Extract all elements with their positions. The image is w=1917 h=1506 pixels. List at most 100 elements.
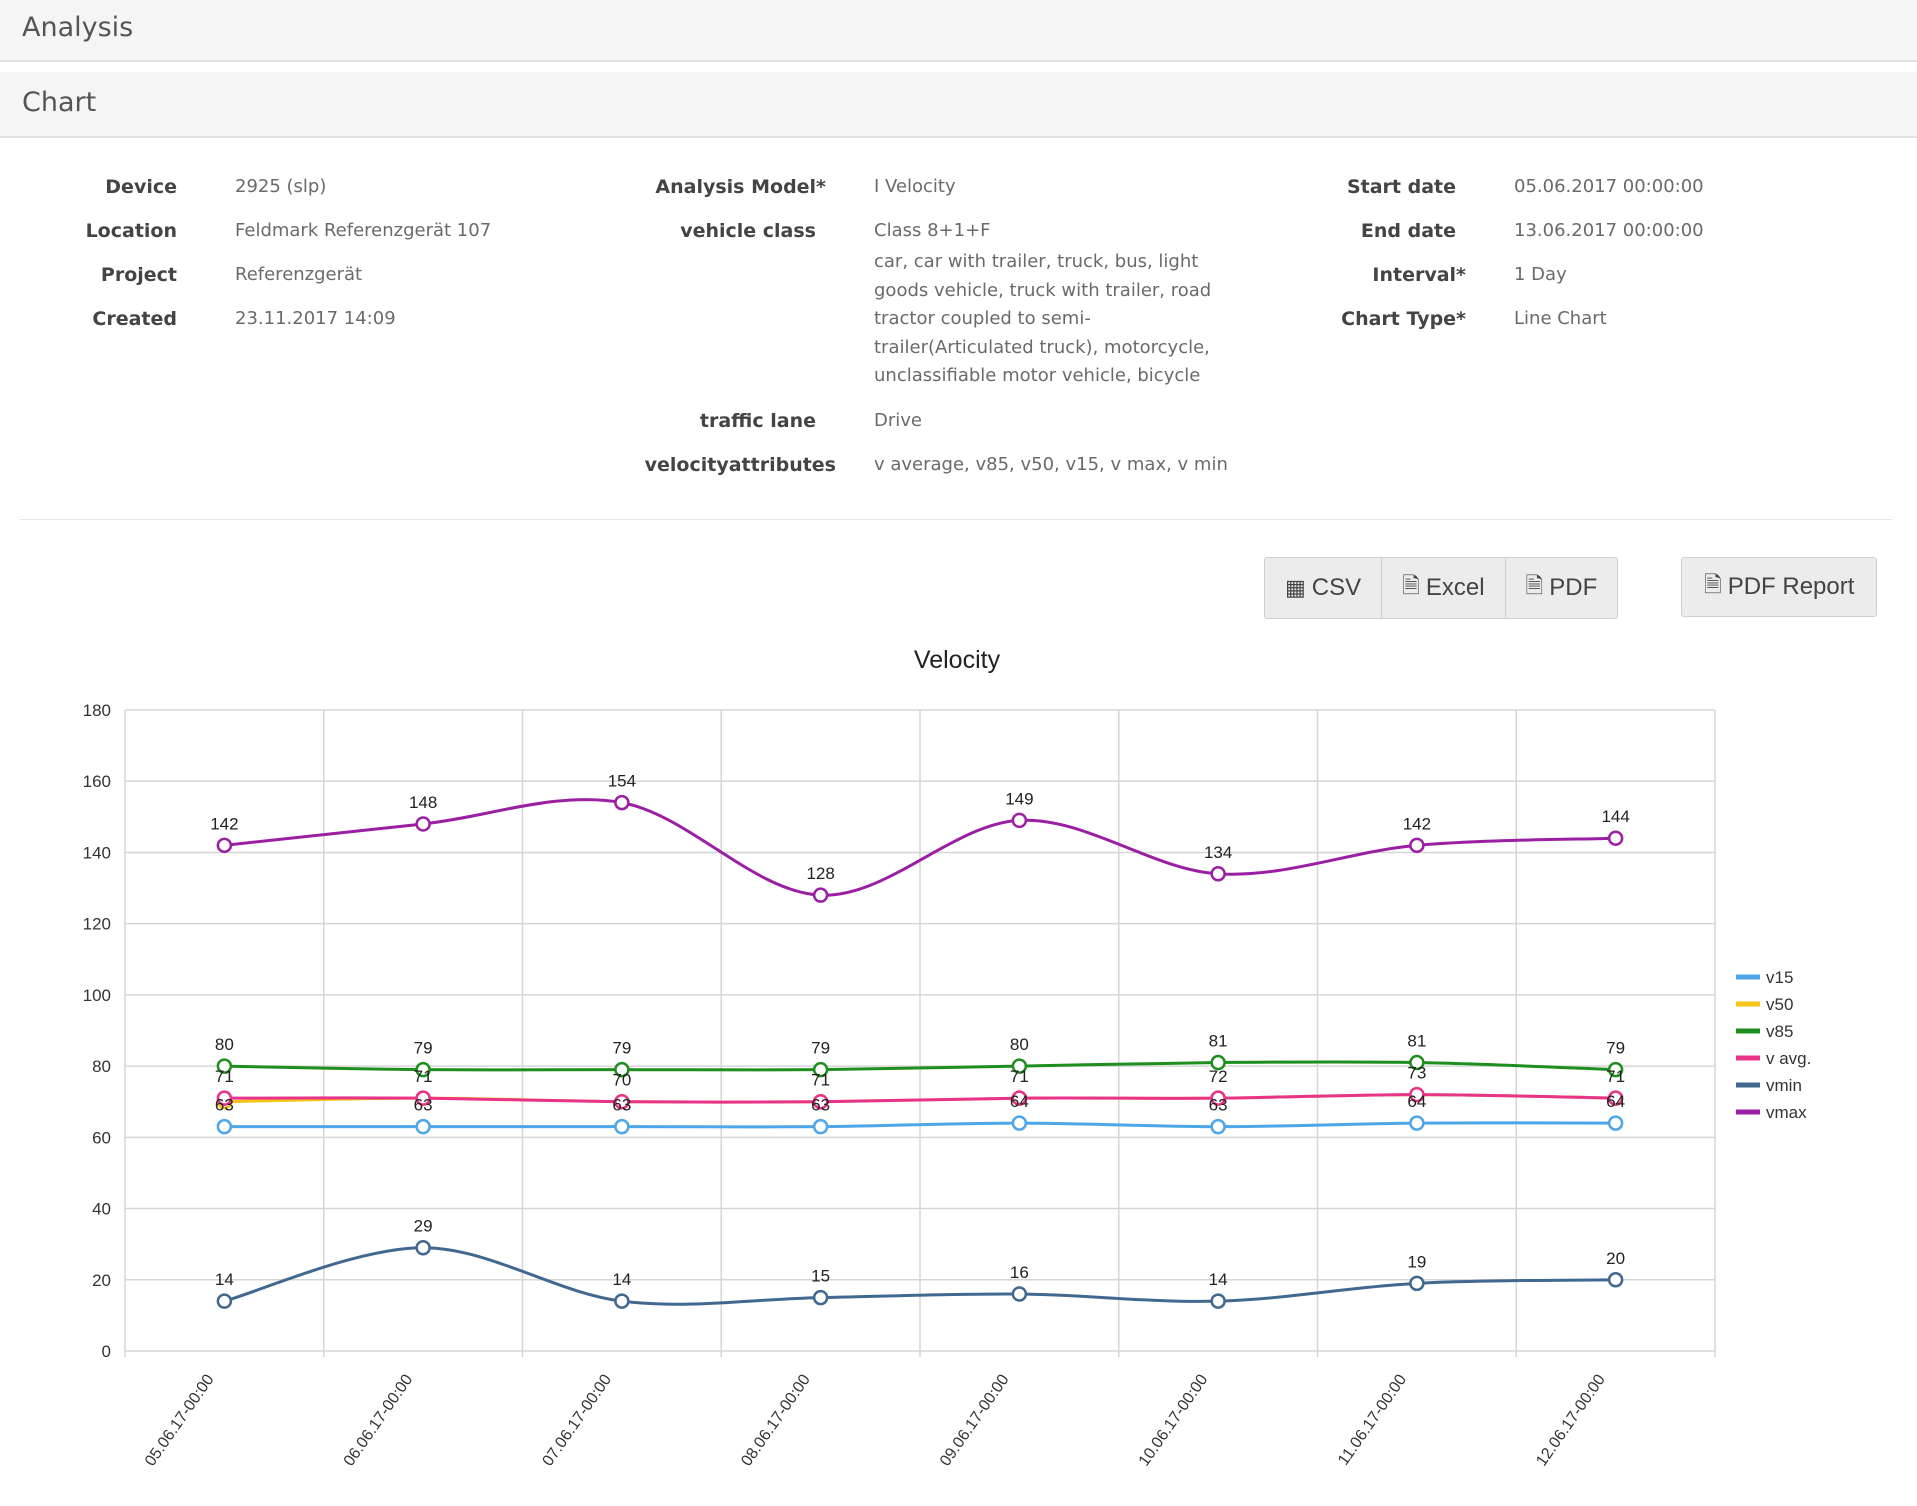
pdf-report-file-icon: 🗎 [1704, 572, 1722, 597]
data-point-v15 [1011, 1115, 1028, 1131]
series-line-v15 [224, 1121, 1616, 1129]
project-value: Referenzgerät [235, 264, 363, 285]
data-label-vmax: 154 [608, 772, 636, 791]
data-label-v85: 79 [612, 1039, 631, 1058]
data-label-v15: 63 [811, 1096, 830, 1115]
data-label-v85: 81 [1209, 1032, 1228, 1051]
data-point-vmin [1210, 1293, 1226, 1309]
chart-title: Velocity [914, 646, 1001, 674]
end-date-value: 13.06.2017 00:00:00 [1514, 220, 1704, 241]
csv-button-label: CSV [1311, 574, 1362, 601]
device-value: 2925 (slp) [235, 176, 327, 197]
end-date-label: End date [1360, 220, 1456, 242]
chart-panel-header[interactable]: Chart [0, 72, 1917, 138]
data-point-vmax [1210, 866, 1226, 882]
x-tick-label: 10.06.17-00:00 [1136, 1371, 1212, 1469]
data-label-v85: 80 [1010, 1035, 1029, 1054]
data-label-v85: 80 [215, 1035, 234, 1054]
data-label-vmin: 15 [811, 1267, 830, 1286]
data-label-v15: 63 [1209, 1096, 1228, 1115]
data-point-vmax [1607, 830, 1624, 846]
data-label-v-avg: 72 [1209, 1067, 1228, 1086]
data-label-v-avg: 73 [1407, 1064, 1426, 1083]
y-tick-label: 40 [92, 1200, 111, 1219]
y-tick-label: 80 [92, 1057, 111, 1076]
data-label-vmin: 14 [1209, 1270, 1228, 1289]
data-point-vmin [1607, 1272, 1624, 1288]
data-point-v85 [812, 1061, 829, 1078]
y-tick-label: 120 [83, 915, 111, 934]
data-label-vmin: 19 [1407, 1252, 1426, 1271]
legend-label: v85 [1766, 1022, 1793, 1041]
csv-button[interactable]: ▦ CSV [1265, 558, 1383, 618]
data-point-vmin [614, 1293, 630, 1309]
data-label-v15: 63 [612, 1096, 631, 1115]
data-point-v15 [415, 1118, 431, 1135]
created-value: 23.11.2017 14:09 [235, 308, 396, 329]
section-divider [20, 519, 1892, 520]
data-point-v-avg [1011, 1090, 1028, 1106]
location-label: Location [85, 220, 177, 242]
data-point-v15 [614, 1118, 630, 1135]
data-label-vmax: 128 [806, 864, 834, 883]
data-point-v85 [1210, 1054, 1226, 1071]
legend-label: vmin [1766, 1076, 1802, 1095]
excel-button-label: Excel [1425, 574, 1485, 601]
created-label: Created [92, 308, 177, 330]
data-label-v85: 81 [1407, 1032, 1426, 1051]
data-label-v15: 64 [1606, 1092, 1625, 1111]
series-line-v-avg [224, 1093, 1616, 1104]
data-label-vmax: 149 [1005, 789, 1033, 808]
series-line-vmin [223, 1246, 1616, 1306]
chart-type-value: Line Chart [1514, 308, 1607, 329]
legend-label: v50 [1766, 995, 1793, 1014]
device-label: Device [105, 176, 177, 198]
y-tick-label: 60 [92, 1128, 111, 1147]
data-point-v85 [415, 1061, 431, 1078]
x-tick-label: 09.06.17-00:00 [937, 1371, 1013, 1469]
data-point-vmin [1409, 1275, 1425, 1292]
pdf-button[interactable]: 🗎 PDF [1506, 558, 1618, 618]
data-point-v15 [812, 1118, 829, 1135]
pdf-file-icon: 🗎 [1525, 573, 1544, 598]
start-date-label: Start date [1346, 176, 1456, 198]
x-tick-label: 05.06.17-00:00 [142, 1371, 218, 1469]
export-button-group: ▦ CSV 🗎 Excel 🗎 PDF [1264, 557, 1619, 619]
data-label-vmin: 29 [414, 1217, 433, 1236]
data-label-vmax: 148 [409, 793, 437, 812]
data-point-v-avg [1210, 1090, 1226, 1106]
pdf-report-button[interactable]: 🗎 PDF Report [1681, 557, 1878, 617]
data-point-vmin [1011, 1286, 1028, 1302]
y-tick-label: 160 [83, 772, 111, 791]
data-label-v15: 63 [414, 1096, 433, 1115]
x-tick-label: 07.06.17-00:00 [539, 1371, 615, 1469]
data-point-v-avg [1607, 1090, 1624, 1106]
data-point-v-avg [415, 1090, 431, 1106]
data-point-v85 [1011, 1058, 1028, 1074]
vehicle-class-value: Class 8+1+F [874, 220, 991, 241]
data-point-vmax [614, 794, 630, 811]
y-tick-label: 140 [83, 843, 111, 862]
vehicle-class-label: vehicle class [680, 220, 816, 242]
series-line-v85 [224, 1060, 1616, 1072]
y-tick-label: 0 [102, 1342, 111, 1361]
analysis-panel-header[interactable]: Analysis [0, 0, 1917, 62]
data-point-vmin [216, 1293, 233, 1309]
data-point-vmax [1409, 837, 1425, 854]
data-point-v15 [1607, 1115, 1624, 1131]
excel-button[interactable]: 🗎 Excel [1382, 558, 1506, 618]
x-tick-label: 08.06.17-00:00 [738, 1371, 814, 1469]
data-label-v-avg: 71 [215, 1067, 234, 1086]
data-point-v-avg [614, 1093, 630, 1110]
analysis-model-label: Analysis Model* [655, 176, 826, 198]
table-icon: ▦ [1285, 575, 1306, 600]
data-label-v-avg: 71 [414, 1067, 433, 1086]
data-point-v15 [1210, 1118, 1226, 1135]
data-label-vmax: 144 [1601, 807, 1629, 826]
analysis-model-value: I Velocity [874, 176, 956, 197]
data-point-vmin [812, 1289, 829, 1306]
legend-label: v15 [1766, 968, 1793, 987]
x-tick-label: 06.06.17-00:00 [341, 1371, 417, 1469]
vehicle-class-detail: car, car with trailer, truck, bus, light… [874, 251, 1212, 386]
velocity-attributes-label: velocityattributes [644, 454, 836, 476]
